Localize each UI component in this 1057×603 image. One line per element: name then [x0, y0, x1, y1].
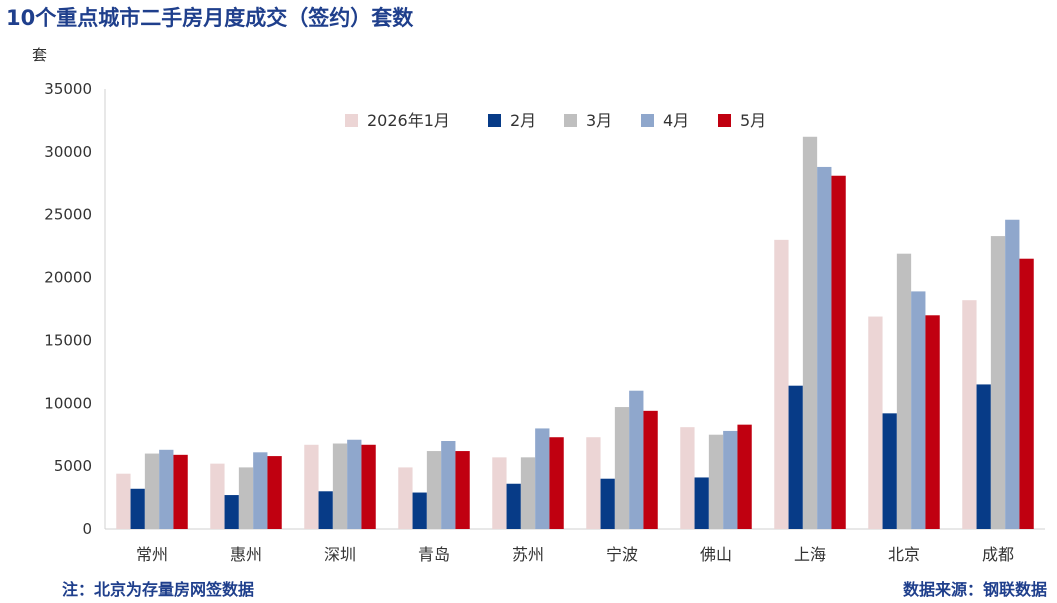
chart-bars: [116, 136, 1034, 530]
bar: [332, 443, 348, 529]
y-tick-label: 15000: [44, 331, 92, 349]
bar: [911, 291, 926, 529]
bar: [238, 467, 254, 529]
bar: [144, 453, 160, 529]
bar: [586, 437, 601, 529]
bar: [173, 454, 188, 529]
bar: [304, 444, 319, 529]
bar: [708, 434, 724, 529]
bar: [694, 477, 709, 529]
legend-label: 4月: [663, 111, 689, 130]
x-category-label: 深圳: [324, 545, 356, 564]
bar: [116, 473, 131, 529]
legend-label: 2026年1月: [367, 111, 450, 130]
y-axis-unit-label: 套: [32, 46, 48, 64]
chart-title: 10个重点城市二手房月度成交（签约）套数: [6, 6, 414, 30]
bar: [629, 390, 644, 529]
bar: [506, 483, 521, 529]
bar: [1019, 258, 1034, 529]
legend-label: 3月: [586, 111, 612, 130]
y-axis-labels: 0 5000 10000 15000 20000 25000 30000 35000: [44, 80, 92, 538]
bar: [680, 427, 695, 529]
x-axis-labels: 常州 惠州 深圳 青岛 苏州 宁波 佛山 上海 北京 成都: [136, 545, 1014, 564]
bar: [455, 451, 470, 529]
legend-swatch: [718, 114, 731, 127]
bar: [925, 315, 940, 529]
y-tick-label: 5000: [54, 457, 92, 475]
bar: [614, 407, 630, 529]
x-category-label: 惠州: [230, 545, 262, 564]
y-tick-label: 30000: [44, 143, 92, 161]
bar: [962, 300, 977, 529]
bar: [253, 452, 268, 529]
bar: [318, 491, 333, 529]
legend-swatch: [641, 114, 654, 127]
bar: [976, 384, 991, 529]
x-category-label: 宁波: [606, 545, 638, 564]
bar: [868, 316, 883, 529]
bar: [788, 385, 803, 529]
y-tick-label: 25000: [44, 206, 92, 224]
bar: [210, 463, 225, 529]
bar: [896, 253, 912, 529]
x-category-label: 上海: [794, 545, 826, 564]
legend-swatch: [564, 114, 577, 127]
legend-swatch: [345, 114, 358, 127]
bar: [535, 428, 550, 529]
bar: [398, 467, 413, 529]
bar: [774, 239, 789, 530]
bar: [737, 424, 752, 529]
x-category-label: 成都: [982, 545, 1014, 564]
bar: [412, 492, 427, 529]
bar: [520, 457, 536, 529]
bar: [267, 456, 282, 529]
y-tick-label: 35000: [44, 80, 92, 98]
bar: [426, 451, 442, 529]
bar: [361, 444, 376, 529]
x-category-label: 佛山: [700, 545, 732, 564]
bar: [643, 410, 658, 529]
legend-label: 2月: [510, 111, 536, 130]
data-source: 数据来源：钢联数据: [902, 580, 1047, 599]
bar: [441, 441, 456, 529]
y-tick-label: 10000: [44, 394, 92, 412]
bar: [159, 449, 174, 529]
bar: [882, 413, 897, 529]
bar: [831, 175, 846, 530]
x-category-label: 北京: [888, 545, 920, 564]
y-tick-label: 0: [82, 520, 92, 538]
bar: [817, 166, 832, 529]
bar: [1005, 219, 1020, 530]
bar: [723, 430, 738, 529]
bar: [130, 488, 145, 529]
chart-legend: 2026年1月 2月 3月 4月 5月: [345, 111, 766, 130]
bar: [224, 495, 239, 529]
bar: [802, 136, 818, 529]
x-category-label: 苏州: [512, 545, 544, 564]
bar: [492, 457, 507, 529]
footnote: 注：北京为存量房网签数据: [62, 580, 255, 599]
legend-label: 5月: [740, 111, 766, 130]
bar: [549, 437, 564, 529]
x-category-label: 青岛: [418, 545, 450, 564]
y-tick-label: 20000: [44, 269, 92, 287]
bar: [600, 478, 615, 529]
bar: [347, 439, 362, 529]
x-category-label: 常州: [136, 545, 168, 564]
legend-swatch: [488, 114, 501, 127]
bar: [990, 236, 1006, 529]
